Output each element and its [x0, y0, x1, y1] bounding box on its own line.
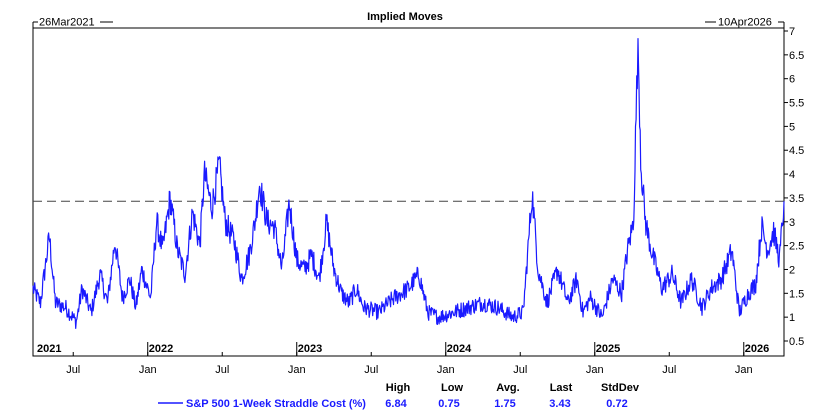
month-label: Jan	[586, 364, 604, 376]
month-label: Jan	[139, 364, 157, 376]
year-label: 2022	[149, 343, 173, 355]
x-axis: 2021 2022 2023 2024 2025 2026 Jul Jan Jul Jan Jul J…	[37, 342, 769, 376]
year-label: 2025	[596, 343, 620, 355]
y-tick-label: 2	[789, 264, 795, 276]
y-tick-label: 3.5	[789, 193, 804, 205]
end-date-label: 10Apr2026	[718, 17, 772, 29]
month-label: Jan	[437, 364, 455, 376]
month-label: Jul	[364, 364, 378, 376]
y-tick-label: 0.5	[789, 336, 804, 348]
year-label: 2024	[447, 343, 472, 355]
month-label: Jul	[215, 364, 229, 376]
y-tick-label: 4.5	[789, 145, 804, 157]
chart-title: Implied Moves	[367, 11, 443, 23]
year-label: 2021	[37, 343, 61, 355]
legend: High Low Avg. Last StdDev S&P 500 1-Week…	[158, 382, 640, 410]
y-tick-label: 7	[789, 26, 795, 38]
stats-header-avg: Avg.	[496, 382, 519, 394]
start-date-label: 26Mar2021	[39, 17, 95, 29]
y-tick-label: 1.5	[789, 288, 804, 300]
stats-value-high: 6.84	[385, 398, 407, 410]
y-axis: 0.5 1 1.5 2 2.5 3 3.5 4 4.5 5 5.5 6 6.5 7	[784, 26, 804, 348]
y-tick-label: 6	[789, 74, 795, 86]
stats-value-low: 0.75	[438, 398, 459, 410]
stats-header-stddev: StdDev	[601, 382, 640, 394]
y-tick-label: 3	[789, 217, 795, 229]
month-label: Jan	[735, 364, 753, 376]
month-label: Jul	[513, 364, 527, 376]
y-tick-label: 1	[789, 312, 795, 324]
stats-header-high: High	[386, 382, 411, 394]
stats-value-last: 3.43	[549, 398, 570, 410]
month-label: Jan	[288, 364, 306, 376]
stats-header-low: Low	[441, 382, 463, 394]
stats-header-last: Last	[550, 382, 573, 394]
y-tick-label: 5	[789, 121, 795, 133]
plot-frame	[32, 27, 785, 357]
year-label: 2026	[745, 343, 769, 355]
month-label: Jul	[662, 364, 676, 376]
y-tick-label: 5.5	[789, 98, 804, 110]
y-tick-label: 6.5	[789, 50, 804, 62]
y-tick-label: 4	[789, 169, 795, 181]
stats-value-stddev: 0.72	[606, 398, 627, 410]
stats-value-avg: 1.75	[494, 398, 515, 410]
series-line-straddle-cost	[32, 37, 785, 329]
y-tick-label: 2.5	[789, 241, 804, 253]
legend-series-label: S&P 500 1-Week Straddle Cost (%)	[186, 398, 366, 410]
month-label: Jul	[66, 364, 80, 376]
year-label: 2023	[298, 343, 322, 355]
